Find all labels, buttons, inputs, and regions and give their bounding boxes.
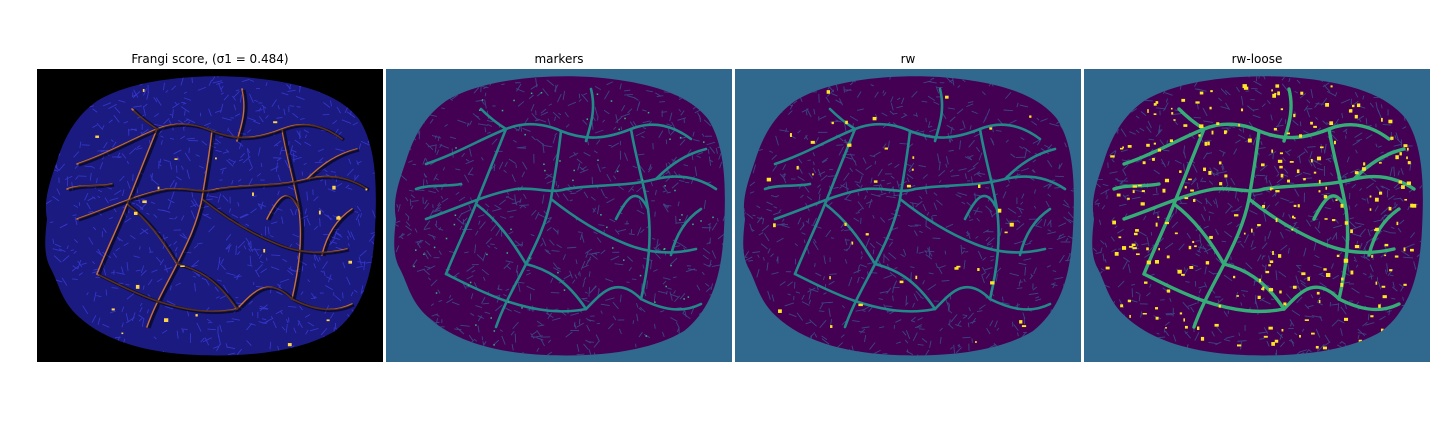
panel-title-markers: markers	[534, 52, 584, 66]
retina-blob	[45, 76, 376, 356]
retina-blob	[743, 76, 1074, 356]
panel-frangi-image	[37, 69, 383, 362]
panel-title-frangi-math: (σ1 = 0.484)	[211, 52, 289, 66]
panel-rw-image	[735, 69, 1081, 362]
panel-markers-image	[386, 69, 732, 362]
panel-rw-loose-image	[1084, 69, 1430, 362]
panel-title-frangi: Frangi score, (σ1 = 0.484)	[37, 51, 383, 67]
panel-title-frangi-text: Frangi score,	[131, 52, 212, 66]
panel-title-rw-loose: rw-loose	[1231, 52, 1283, 66]
panel-title-rw: rw	[900, 52, 916, 66]
